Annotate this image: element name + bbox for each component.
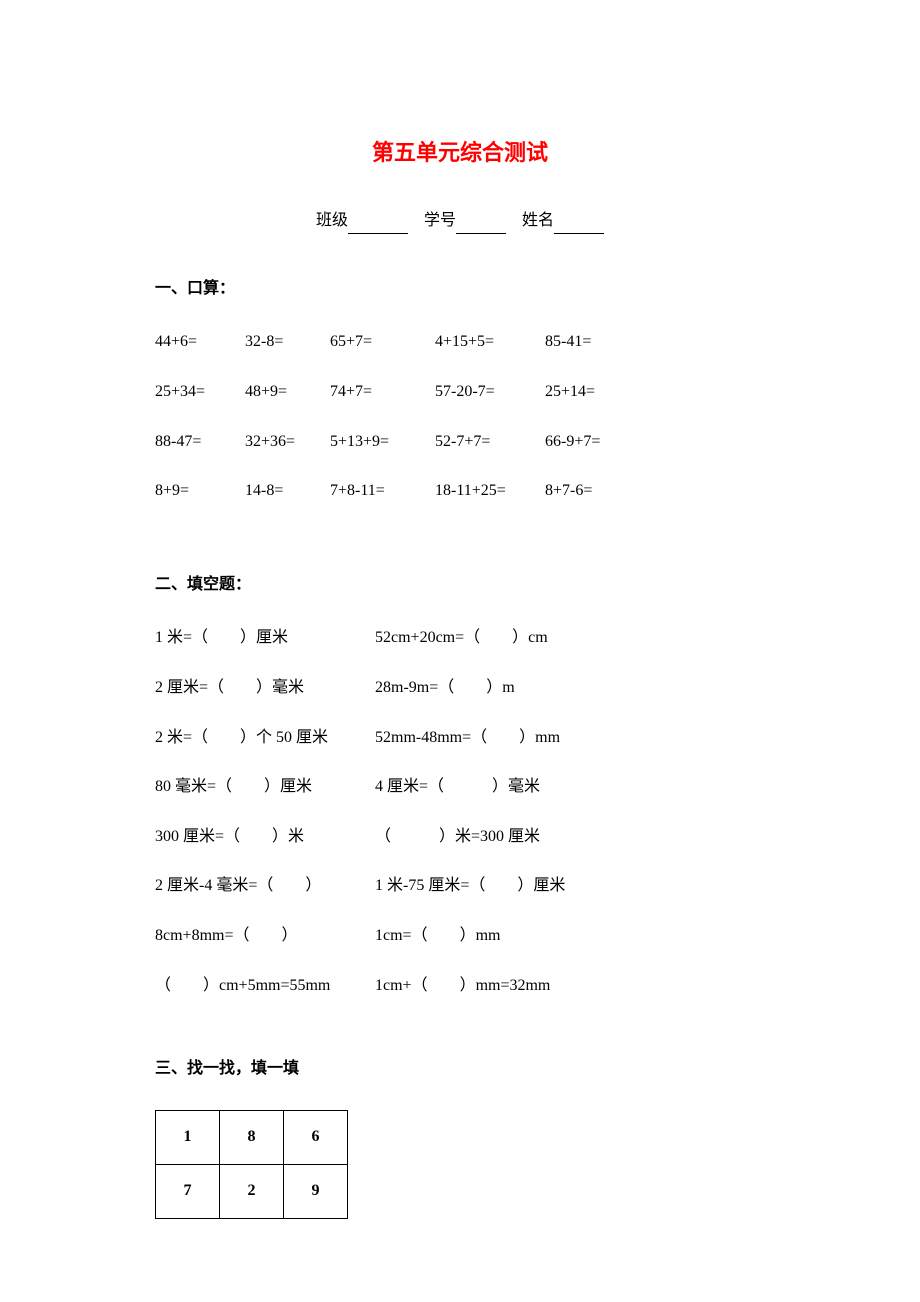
fill-row: 2 米=（ ）个 50 厘米52mm-48mm=（ ）mm <box>155 725 765 751</box>
id-blank <box>456 218 506 234</box>
fill-left: 2 厘米-4 毫米=（ ） <box>155 873 375 899</box>
arith-cell: 32-8= <box>245 329 330 355</box>
section2-title: 二、填空题： <box>155 572 765 598</box>
fill-row: 2 厘米=（ ）毫米28m-9m=（ ）m <box>155 675 765 701</box>
fill-row: 80 毫米=（ ）厘米4 厘米=（ ）毫米 <box>155 774 765 800</box>
class-blank <box>348 218 408 234</box>
arith-cell: 32+36= <box>245 429 330 455</box>
arith-cell: 18-11+25= <box>435 478 545 504</box>
fill-row: 2 厘米-4 毫米=（ ）1 米-75 厘米=（ ）厘米 <box>155 873 765 899</box>
table-cell: 8 <box>220 1110 284 1164</box>
page-title: 第五单元综合测试 <box>155 135 765 170</box>
table-cell: 9 <box>284 1164 348 1218</box>
arith-cell: 85-41= <box>545 329 635 355</box>
fill-left: 8cm+8mm=（ ） <box>155 923 375 949</box>
section1-title: 一、口算： <box>155 276 765 302</box>
fill-left: 2 米=（ ）个 50 厘米 <box>155 725 375 751</box>
fill-right: 52cm+20cm=（ ）cm <box>375 625 548 651</box>
arith-cell: 65+7= <box>330 329 435 355</box>
arith-cell: 25+34= <box>155 379 245 405</box>
class-label: 班级 <box>316 212 348 229</box>
table-cell: 2 <box>220 1164 284 1218</box>
fill-left: 300 厘米=（ ）米 <box>155 824 375 850</box>
arith-cell: 88-47= <box>155 429 245 455</box>
arith-cell: 8+9= <box>155 478 245 504</box>
fill-row: 1 米=（ ）厘米52cm+20cm=（ ）cm <box>155 625 765 651</box>
name-label: 姓名 <box>522 212 554 229</box>
arith-cell: 44+6= <box>155 329 245 355</box>
fill-right: 4 厘米=（ ）毫米 <box>375 774 540 800</box>
arith-cell: 25+14= <box>545 379 635 405</box>
fill-row: （ ）cm+5mm=55mm1cm+（ ）mm=32mm <box>155 973 765 999</box>
arith-cell: 66-9+7= <box>545 429 635 455</box>
fill-row: 8cm+8mm=（ ）1cm=（ ）mm <box>155 923 765 949</box>
fill-right: 1cm+（ ）mm=32mm <box>375 973 550 999</box>
arith-cell: 14-8= <box>245 478 330 504</box>
fill-right: 1 米-75 厘米=（ ）厘米 <box>375 873 565 899</box>
fill-right: 1cm=（ ）mm <box>375 923 500 949</box>
number-table: 186729 <box>155 1110 348 1219</box>
header-line: 班级 学号 姓名 <box>155 208 765 234</box>
fill-left: （ ）cm+5mm=55mm <box>155 973 375 999</box>
table-cell: 1 <box>156 1110 220 1164</box>
table-cell: 7 <box>156 1164 220 1218</box>
arith-cell: 7+8-11= <box>330 478 435 504</box>
arith-row: 88-47=32+36=5+13+9=52-7+7=66-9+7= <box>155 429 765 455</box>
table-row: 186 <box>156 1110 348 1164</box>
arith-cell: 52-7+7= <box>435 429 545 455</box>
id-label: 学号 <box>424 212 456 229</box>
arith-cell: 57-20-7= <box>435 379 545 405</box>
fill-left: 1 米=（ ）厘米 <box>155 625 375 651</box>
arith-cell: 4+15+5= <box>435 329 545 355</box>
section3-title: 三、找一找，填一填 <box>155 1056 765 1082</box>
arithmetic-section: 44+6=32-8=65+7=4+15+5=85-41=25+34=48+9=7… <box>155 329 765 503</box>
fill-row: 300 厘米=（ ）米（ ）米=300 厘米 <box>155 824 765 850</box>
arith-cell: 5+13+9= <box>330 429 435 455</box>
table-row: 729 <box>156 1164 348 1218</box>
fill-right: 52mm-48mm=（ ）mm <box>375 725 560 751</box>
fill-right: 28m-9m=（ ）m <box>375 675 515 701</box>
arith-row: 25+34=48+9=74+7=57-20-7=25+14= <box>155 379 765 405</box>
arith-cell: 48+9= <box>245 379 330 405</box>
arith-row: 44+6=32-8=65+7=4+15+5=85-41= <box>155 329 765 355</box>
fill-left: 2 厘米=（ ）毫米 <box>155 675 375 701</box>
name-blank <box>554 218 604 234</box>
arith-cell: 8+7-6= <box>545 478 635 504</box>
fill-left: 80 毫米=（ ）厘米 <box>155 774 375 800</box>
arith-cell: 74+7= <box>330 379 435 405</box>
fillblank-section: 1 米=（ ）厘米52cm+20cm=（ ）cm2 厘米=（ ）毫米28m-9m… <box>155 625 765 998</box>
arith-row: 8+9=14-8=7+8-11=18-11+25=8+7-6= <box>155 478 765 504</box>
fill-right: （ ）米=300 厘米 <box>375 824 540 850</box>
table-cell: 6 <box>284 1110 348 1164</box>
